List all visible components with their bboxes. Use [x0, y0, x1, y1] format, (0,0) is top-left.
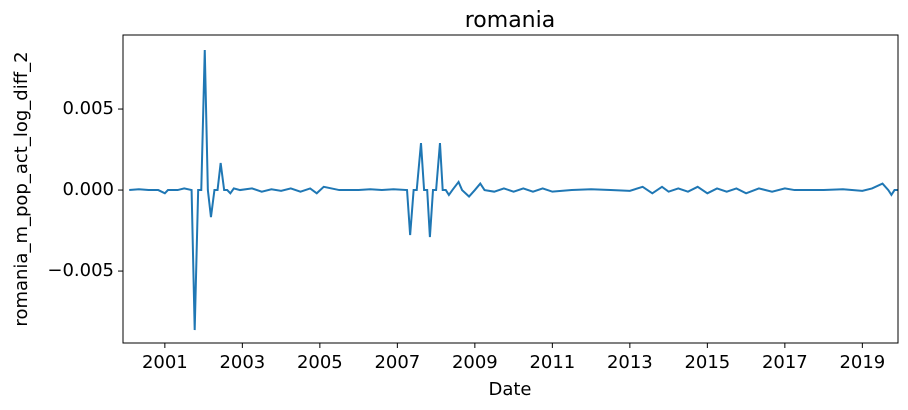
x-tick-label: 2017: [762, 352, 808, 373]
x-axis-label: Date: [488, 379, 531, 400]
x-tick-label: 2009: [452, 352, 498, 373]
y-tick-label: −0.005: [47, 260, 114, 281]
y-axis-label: romania_m_pop_act_log_diff_2: [11, 51, 32, 326]
x-tick-label: 2005: [297, 352, 343, 373]
x-tick-label: 2001: [142, 352, 188, 373]
y-tick-label: 0.005: [62, 98, 114, 119]
plot-frame: [122, 34, 899, 344]
x-tick-label: 2013: [607, 352, 653, 373]
data-line: [129, 50, 898, 331]
x-tick-label: 2007: [374, 352, 420, 373]
x-tick-label: 2019: [839, 352, 885, 373]
x-tick-label: 2003: [219, 352, 265, 373]
x-tick-label: 2011: [529, 352, 575, 373]
y-tick-label: 0.000: [62, 179, 114, 200]
chart-title: romania: [465, 8, 555, 33]
x-tick-label: 2015: [684, 352, 730, 373]
